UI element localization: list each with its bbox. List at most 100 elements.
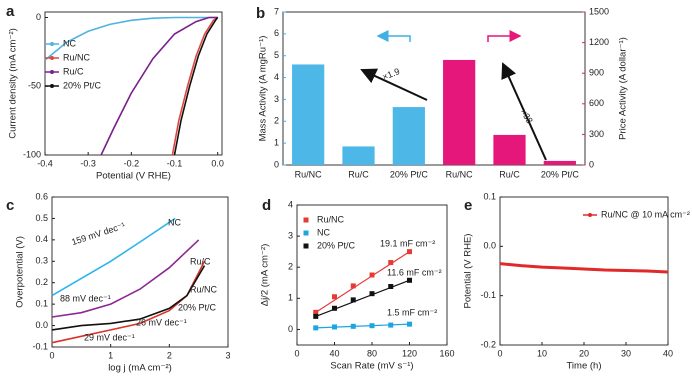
x-tick-label: -0.1 [167,158,183,168]
y-tick-label: 1 [288,293,293,303]
y-tick-label: -50 [28,81,41,91]
y-tick-label: 0.2 [35,277,48,287]
y-tick-label: 2 [288,262,293,272]
x-tick-label: -0.3 [80,158,96,168]
series-label: 20% Pt/C [178,302,217,312]
fit-line [315,279,410,317]
y-axis-label: Overpotential (V) [15,236,26,308]
y-tick-label: 0.0 [35,320,48,330]
x-tick-label: 0.0 [211,158,224,168]
y-tick-label: 0 [288,324,293,334]
annotation: 19.1 mF cm⁻² [380,238,435,248]
annotation: 1.5 mF cm⁻² [387,307,437,317]
y-tick-label: 4 [288,199,293,209]
y-tick-label: 3 [288,230,293,240]
data-point [350,323,356,329]
x-tick-label: 30 [621,348,631,358]
y-tick-label: 0 [274,159,279,169]
data-point [313,313,319,319]
series-line [51,265,206,331]
y-tick-label: 0.1 [483,191,496,201]
panel: a -100 -50 0 -0.4 -0.3 -0.2 -0.1 0.0 Potential (V… [6,3,224,182]
legend-label: Ru/NC @ 10 mA cm⁻² [601,209,690,219]
y-axis-label: Δj/2 (mA cm⁻²) [260,244,271,307]
y-tick-label: 6 [274,28,279,38]
x-tick-label: 0 [497,348,502,358]
y-tick-label: 0.1 [35,299,48,309]
legend-marker [50,70,54,74]
y-tick-label: 5 [274,50,279,60]
annotation: ×1.9 [381,66,401,82]
panel: c -0.1 0.0 0.1 0.2 0.3 0.4 0.5 0.6 0 1 2 3 log j (mA … [6,191,231,373]
bar [543,160,576,165]
data-point [350,283,356,289]
x-tick-label: 0 [49,350,54,360]
x-tick-label: 80 [367,348,377,358]
series-label: Ru/C [190,256,211,266]
y-tick-label: 0.0 [483,241,496,251]
x-tick-label: 20% Pt/C [390,169,429,179]
x-tick-label: 3 [225,350,230,360]
x-tick-label: 0 [294,348,299,358]
annotation: 11.6 mF cm⁻² [387,267,442,277]
y-axis-label: Current density (mA cm⁻²) [8,28,19,139]
panel-letter: d [262,197,271,214]
legend-marker [303,230,309,236]
data-point [313,309,319,315]
y-tick-label: 0.3 [35,256,48,266]
y-tick-label: -100 [23,149,41,159]
series-label: NC [168,217,181,227]
annotation: 29 mV dec⁻¹ [84,332,135,342]
x-tick-label: 2 [167,350,172,360]
x-tick-label: 160 [439,348,454,358]
legend-label: Ru/NC [317,214,345,224]
data-point [388,284,394,290]
legend-marker [588,213,592,217]
y-tick-label: 0.6 [35,191,48,201]
y-tick-label: 0 [36,12,41,22]
panel-b-arrows [360,30,547,161]
y2-tick-label: 300 [589,129,604,139]
x-tick-label: 20% Pt/C [541,169,580,179]
data-point [369,323,375,329]
legend-label: Ru/C [63,66,84,76]
data-point [369,291,375,297]
series-line [173,17,219,156]
x-axis-label: Scan Rate (mV s⁻¹) [330,361,413,372]
bar [342,146,375,165]
x-axis-label: Time (h) [566,361,601,372]
legend-marker [303,243,309,249]
plot-frame [51,196,229,348]
x-axis-label: log j (mA cm⁻²) [108,363,172,374]
legend-marker [50,42,54,46]
y2-axis-label: Price Activity (A dollar⁻¹) [618,37,629,140]
fit-line [315,323,410,329]
y-tick-label: 1 [274,138,279,148]
x-tick-label: Ru/C [499,169,520,179]
y2-tick-label: 1200 [589,37,609,47]
panel-letter: b [256,5,265,22]
x-tick-label: 40 [663,348,673,358]
y-tick-label: -0.2 [480,339,496,349]
data-point [407,277,412,283]
x-tick-label: 10 [537,348,547,358]
bar [443,59,476,165]
x-tick-label: Ru/NC [295,169,323,179]
data-point [407,249,412,255]
x-tick-label: 40 [329,348,339,358]
data-point [332,294,337,300]
plot-frame [44,11,223,156]
y-tick-label: 2 [274,116,279,126]
legend-label: 20% Pt/C [63,80,102,90]
y-tick-label: 0.4 [35,234,48,244]
y-tick-label: 3 [274,94,279,104]
y-tick-label: -0.1 [480,290,496,300]
y2-tick-label: 600 [589,98,604,108]
panel-letter: c [6,197,14,214]
bar [493,134,526,165]
x-tick-label: Ru/C [348,169,369,179]
series-line [100,16,218,156]
y-axis-label: Mass Activity (A mgRu⁻¹) [258,36,269,142]
x-axis-label: Potential (V RHE) [96,171,171,182]
